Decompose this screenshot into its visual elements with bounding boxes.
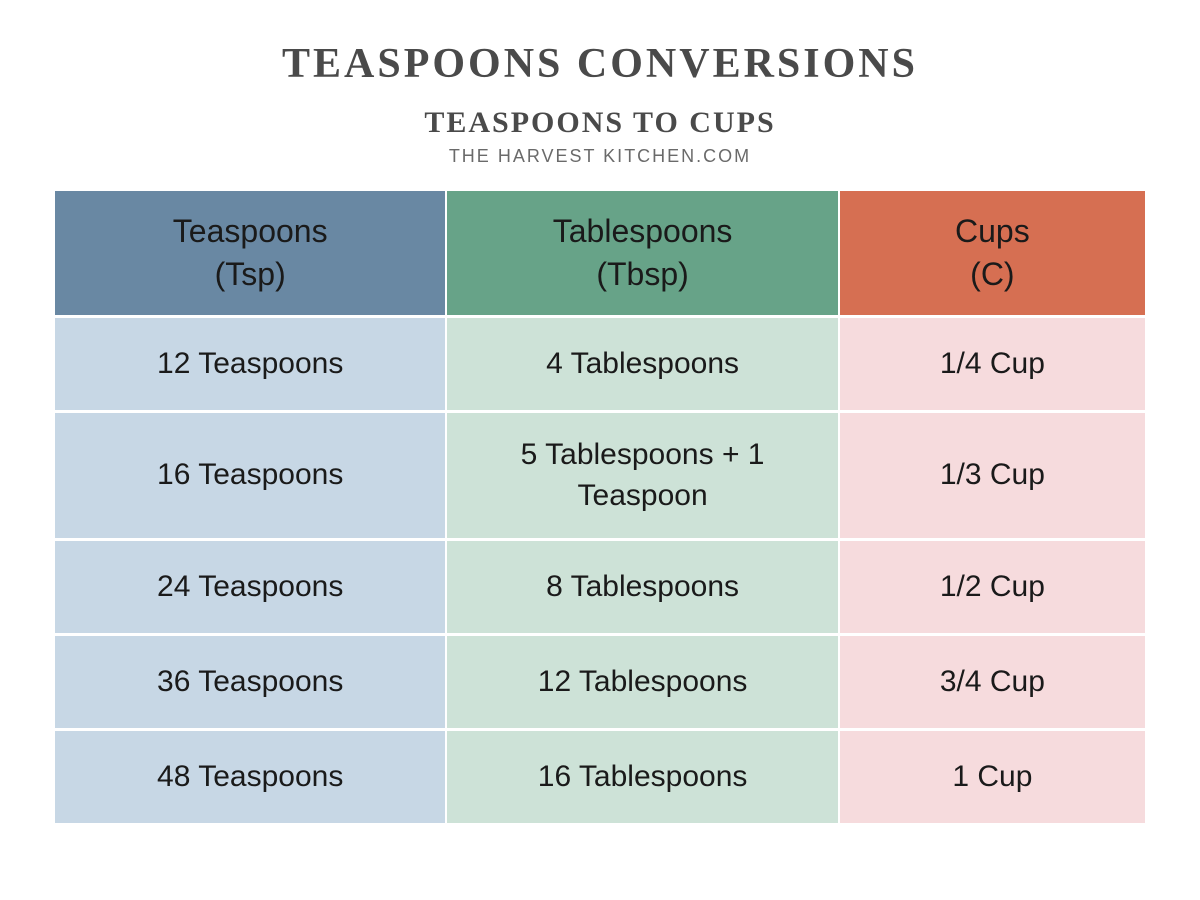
header-tablespoons-label: Tablespoons(Tbsp) [553, 210, 733, 296]
table-header-row: Teaspoons(Tsp) Tablespoons(Tbsp) Cups(C) [55, 191, 1145, 315]
cell-teaspoons: 24 Teaspoons [55, 538, 447, 633]
cell-cups: 1/2 Cup [840, 538, 1145, 633]
table-row: 24 Teaspoons 8 Tablespoons 1/2 Cup [55, 538, 1145, 633]
header-cups-label: Cups(C) [955, 210, 1030, 296]
main-title: TEASPOONS CONVERSIONS [282, 40, 918, 88]
cell-teaspoons: 12 Teaspoons [55, 315, 447, 410]
cell-cups: 1/4 Cup [840, 315, 1145, 410]
cell-tablespoons: 5 Tablespoons + 1 Teaspoon [447, 410, 839, 538]
cell-tablespoons: 8 Tablespoons [447, 538, 839, 633]
source-attribution: THE HARVEST KITCHEN.COM [449, 146, 751, 167]
cell-cups: 1/3 Cup [840, 410, 1145, 538]
header-cups: Cups(C) [840, 191, 1145, 315]
cell-cups: 3/4 Cup [840, 633, 1145, 728]
cell-tablespoons: 16 Tablespoons [447, 728, 839, 823]
cell-cups: 1 Cup [840, 728, 1145, 823]
table-row: 48 Teaspoons 16 Tablespoons 1 Cup [55, 728, 1145, 823]
subtitle: TEASPOONS TO CUPS [424, 106, 775, 140]
table-row: 16 Teaspoons 5 Tablespoons + 1 Teaspoon … [55, 410, 1145, 538]
header-teaspoons: Teaspoons(Tsp) [55, 191, 447, 315]
cell-tablespoons: 12 Tablespoons [447, 633, 839, 728]
cell-tablespoons: 4 Tablespoons [447, 315, 839, 410]
header-tablespoons: Tablespoons(Tbsp) [447, 191, 839, 315]
cell-teaspoons: 36 Teaspoons [55, 633, 447, 728]
header-teaspoons-label: Teaspoons(Tsp) [173, 210, 328, 296]
cell-teaspoons: 48 Teaspoons [55, 728, 447, 823]
table-row: 12 Teaspoons 4 Tablespoons 1/4 Cup [55, 315, 1145, 410]
cell-teaspoons: 16 Teaspoons [55, 410, 447, 538]
table-row: 36 Teaspoons 12 Tablespoons 3/4 Cup [55, 633, 1145, 728]
conversion-table: Teaspoons(Tsp) Tablespoons(Tbsp) Cups(C)… [55, 191, 1145, 823]
